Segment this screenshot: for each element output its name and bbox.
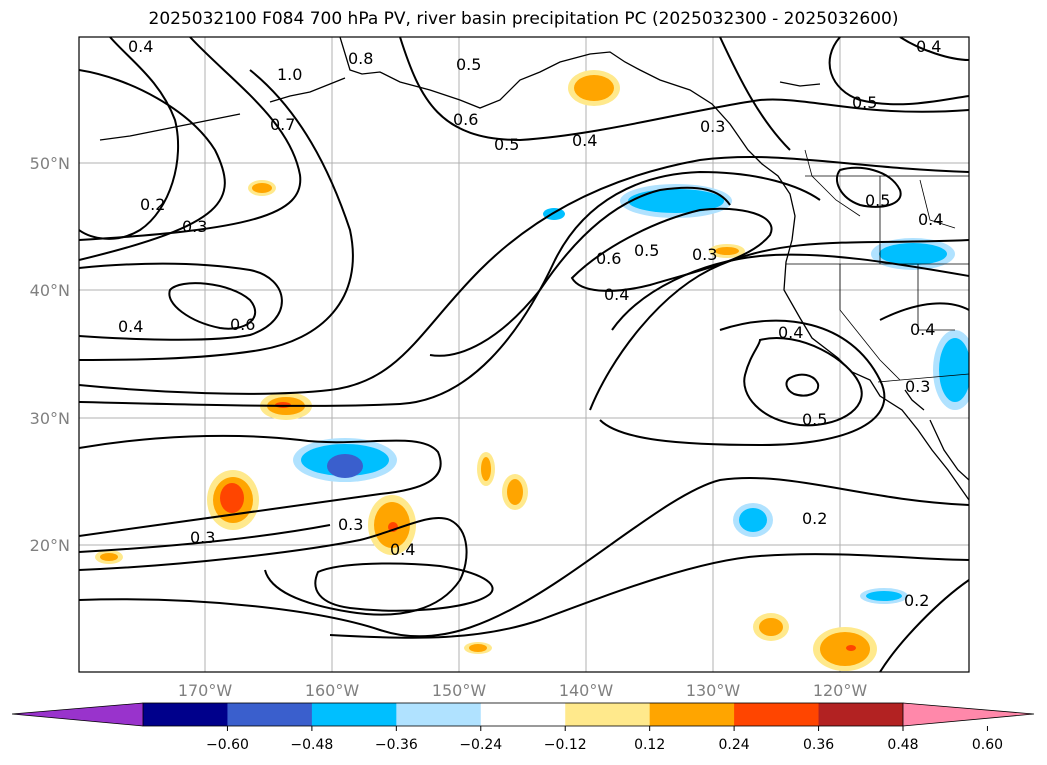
lat-label-30n: 30°N [30, 409, 70, 428]
contour-label: 0.4 [118, 317, 143, 336]
contour-label: 0.6 [453, 110, 478, 129]
colorbar-tick-label: 0.48 [887, 737, 918, 753]
lon-label-140w: 140°W [559, 681, 614, 700]
lon-label-120w: 120°W [813, 681, 868, 700]
lon-label-150w: 150°W [432, 681, 487, 700]
colorbar-segment [227, 703, 313, 726]
map-title: 2025032100 F084 700 hPa PV, river basin … [148, 9, 899, 29]
contour-label: 0.3 [700, 117, 725, 136]
colorbar-extend-low [12, 703, 143, 726]
contour-label: 0.6 [596, 249, 621, 268]
precipitation-shading [95, 70, 969, 671]
colorbar-segment [480, 703, 566, 726]
contour-label: 0.5 [456, 55, 481, 74]
lon-label-130w: 130°W [686, 681, 741, 700]
colorbar-outline [142, 702, 904, 727]
coastlines [99, 37, 969, 501]
colorbar-segment [143, 703, 228, 726]
state-borders [786, 149, 969, 383]
colorbar-tick-label: −0.60 [206, 737, 249, 753]
colorbar-tick-label: −0.36 [375, 737, 418, 753]
colorbar-segment [311, 703, 397, 726]
contour-label: 0.3 [338, 515, 363, 534]
lat-label-20n: 20°N [30, 536, 70, 555]
contour-label: 0.5 [494, 135, 519, 154]
pv-contour-labels: 0.4 1.0 0.7 0.8 0.5 0.6 0.5 0.4 0.3 0.4 … [118, 37, 943, 610]
colorbar-tick-label: 0.24 [719, 737, 750, 753]
colorbar-segment [649, 703, 735, 726]
contour-label: 0.3 [190, 528, 215, 547]
lon-label-160w: 160°W [305, 681, 360, 700]
colorbar-extend-high [903, 703, 1034, 726]
colorbar-segment [565, 703, 651, 726]
contour-label: 0.5 [634, 241, 659, 260]
longitude-labels: 170°W 160°W 150°W 140°W 130°W 120°W [178, 681, 868, 700]
contour-label: 0.4 [910, 320, 935, 339]
pv-contours [79, 37, 969, 672]
contour-label: 0.3 [905, 377, 930, 396]
colorbar-tick-label: 0.12 [634, 737, 665, 753]
contour-label: 0.5 [802, 410, 827, 429]
colorbar-segment [396, 703, 482, 726]
contour-label: 0.7 [270, 115, 295, 134]
colorbar-segment [734, 703, 820, 726]
colorbar: −0.60 −0.48 −0.36 −0.24 −0.12 0.12 0.24 0.36 0.4… [11, 702, 1035, 753]
contour-label: 1.0 [277, 65, 302, 84]
lon-label-170w: 170°W [178, 681, 233, 700]
contour-label: 0.4 [604, 285, 629, 304]
contour-label: 0.4 [390, 540, 415, 559]
colorbar-tick-label: −0.24 [459, 737, 502, 753]
contour-label: 0.3 [182, 217, 207, 236]
contour-label: 0.4 [778, 323, 803, 342]
map-frame [78, 36, 970, 673]
contour-label: 0.5 [852, 93, 877, 112]
lat-label-40n: 40°N [30, 281, 70, 300]
contour-label: 0.4 [128, 37, 153, 56]
colorbar-tick-label: −0.48 [290, 737, 333, 753]
contour-label: 0.2 [140, 195, 165, 214]
contour-label: 0.8 [348, 49, 373, 68]
contour-label: 0.3 [692, 245, 717, 264]
contour-label: 0.4 [916, 37, 941, 56]
colorbar-tick-label: 0.36 [803, 737, 834, 753]
lat-label-50n: 50°N [30, 154, 70, 173]
contour-label: 0.4 [918, 210, 943, 229]
contour-label: 0.2 [904, 591, 929, 610]
colorbar-segment [818, 703, 904, 726]
map-plot-area: 0.4 1.0 0.7 0.8 0.5 0.6 0.5 0.4 0.3 0.4 … [79, 37, 969, 672]
colorbar-tick-label: 0.60 [972, 737, 1003, 753]
latitude-labels: 50°N 40°N 30°N 20°N [30, 154, 70, 555]
contour-label: 0.6 [230, 315, 255, 334]
contour-label: 0.5 [865, 191, 890, 210]
graticule [79, 37, 969, 672]
colorbar-tick-label: −0.12 [544, 737, 587, 753]
contour-label: 0.4 [572, 131, 597, 150]
contour-label: 0.2 [802, 509, 827, 528]
